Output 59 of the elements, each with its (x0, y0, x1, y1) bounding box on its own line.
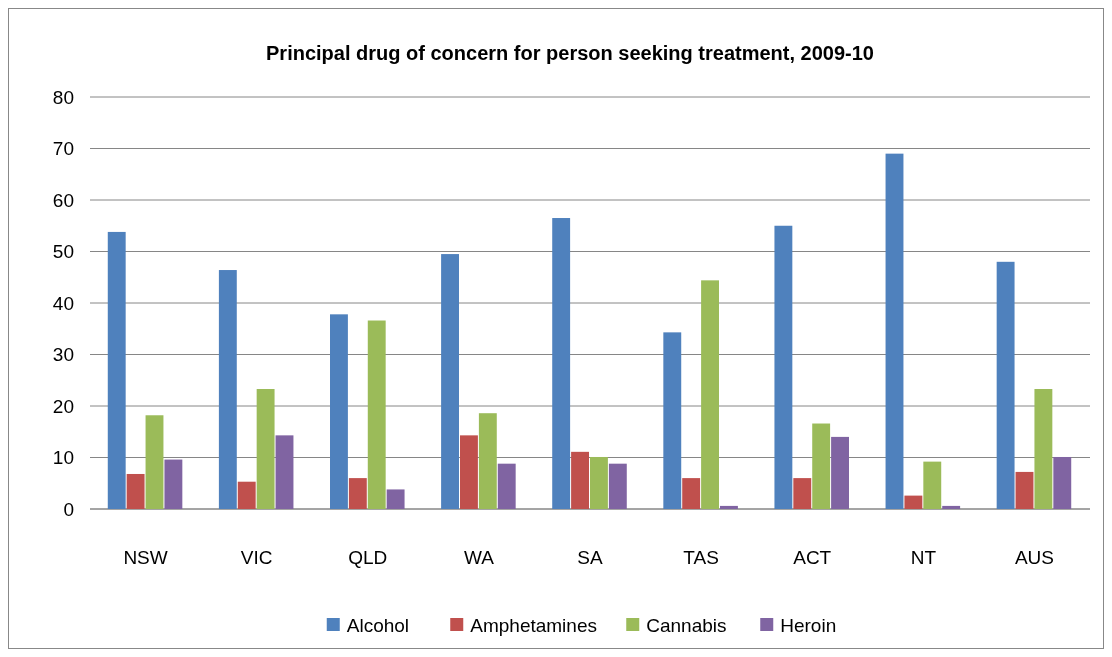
bar (256, 389, 275, 509)
bar (460, 435, 478, 509)
bar (478, 413, 497, 509)
x-tick-label: SA (577, 547, 603, 568)
x-tick-label: NT (910, 547, 937, 568)
bar (348, 478, 367, 509)
bar (218, 270, 237, 509)
bar (812, 423, 831, 509)
y-tick-label: 80 (52, 86, 74, 108)
bar (552, 218, 571, 509)
x-tick-label: TAS (683, 547, 719, 568)
bar (831, 436, 849, 509)
y-tick-label: 20 (52, 395, 74, 417)
bar (904, 495, 923, 509)
bar (386, 489, 405, 509)
x-tick-label: QLD (348, 547, 388, 568)
x-tick-label: AUS (1014, 547, 1054, 568)
bar (682, 478, 701, 509)
bar (367, 320, 386, 509)
y-tick-label: 60 (52, 189, 74, 211)
bar (996, 261, 1015, 509)
x-tick-label: ACT (793, 547, 832, 568)
y-tick-label: 10 (52, 447, 74, 469)
bar (923, 461, 942, 509)
bar (1034, 389, 1053, 509)
bar (720, 505, 738, 509)
y-tick-label: 0 (63, 498, 74, 520)
bar (793, 478, 812, 509)
bar (663, 332, 682, 509)
bar (1015, 471, 1034, 509)
bar (942, 505, 961, 509)
bar (885, 153, 904, 509)
bar (330, 314, 348, 509)
y-tick-label: 50 (52, 241, 74, 263)
bar (441, 254, 459, 509)
bar (1053, 456, 1072, 509)
x-tick-label: WA (463, 547, 495, 568)
x-tick-label: NSW (123, 547, 168, 568)
y-tick-label: 70 (52, 138, 74, 160)
y-tick-label: 40 (52, 292, 74, 314)
bar (107, 231, 126, 509)
legend-label: Amphetamines (470, 614, 597, 636)
bar (590, 456, 608, 509)
bar (497, 463, 516, 509)
chart-title: Principal drug of concern for person seeking treatment, 2009-10 (266, 42, 874, 64)
legend-label: Heroin (780, 614, 837, 636)
bar (608, 463, 627, 509)
bar (275, 435, 294, 509)
bar (237, 481, 256, 509)
y-tick-label: 30 (52, 344, 74, 366)
bar (164, 459, 183, 509)
bar (145, 415, 164, 509)
bar (774, 225, 793, 509)
x-tick-label: VIC (240, 547, 273, 568)
bar (126, 473, 145, 509)
bar (571, 451, 589, 509)
legend-label: Alcohol (346, 614, 410, 636)
bar (701, 280, 719, 509)
legend-label: Cannabis (646, 614, 727, 636)
